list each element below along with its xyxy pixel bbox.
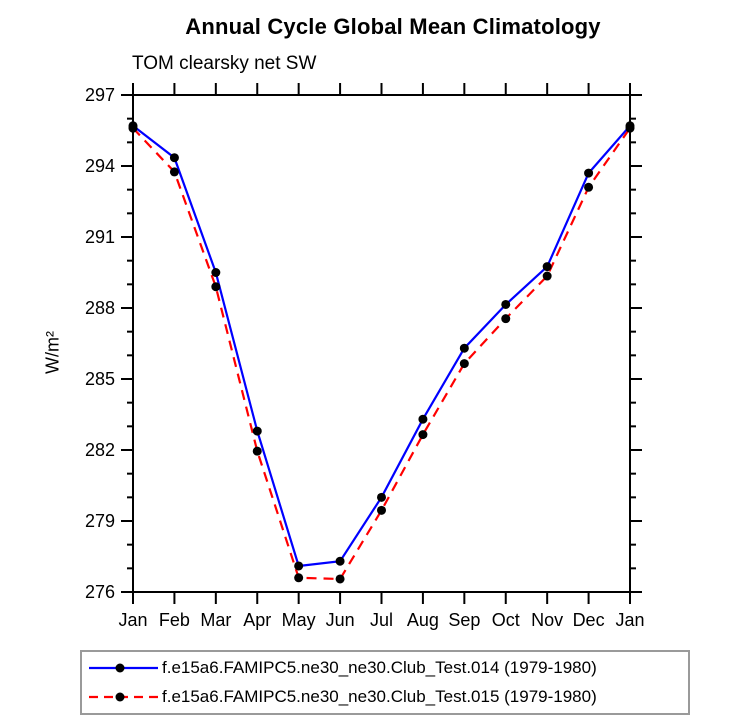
x-tick-label: Oct [492, 610, 520, 630]
data-point-marker [211, 282, 221, 292]
y-tick-label: 282 [85, 440, 115, 460]
x-tick-label: Aug [407, 610, 439, 630]
y-tick-label: 297 [85, 85, 115, 105]
chart-subtitle: TOM clearsky net SW [132, 53, 317, 74]
x-tick-label: Sep [448, 610, 480, 630]
data-point-marker [335, 574, 345, 584]
y-tick-label: 288 [85, 298, 115, 318]
legend: f.e15a6.FAMIPC5.ne30_ne30.Club_Test.014 … [80, 650, 690, 715]
data-point-marker [377, 492, 386, 502]
y-tick-label: 294 [85, 156, 115, 176]
legend-label: f.e15a6.FAMIPC5.ne30_ne30.Club_Test.014 … [162, 658, 597, 677]
data-point-marker [625, 123, 635, 133]
data-point-marker [377, 505, 386, 515]
data-point-marker [584, 168, 594, 178]
data-point-marker [211, 268, 221, 277]
chart-title: Annual Cycle Global Mean Climatology [185, 14, 601, 39]
data-point-marker [252, 446, 262, 456]
data-point-marker [459, 359, 469, 369]
x-tick-label: Mar [200, 610, 231, 630]
data-point-marker [294, 573, 304, 583]
data-point-marker [418, 414, 428, 424]
data-point-marker [418, 430, 428, 440]
x-tick-label: Apr [243, 610, 271, 630]
data-point-marker [501, 314, 511, 324]
y-tick-label: 276 [85, 582, 115, 602]
x-tick-label: May [282, 610, 316, 630]
data-point-marker [128, 123, 138, 133]
legend-row: f.e15a6.FAMIPC5.ne30_ne30.Club_Test.014 … [88, 655, 688, 681]
data-point-marker [335, 556, 345, 566]
data-point-marker [501, 299, 511, 309]
y-tick-label: 285 [85, 369, 115, 389]
x-tick-label: Nov [531, 610, 563, 630]
y-tick-label: 291 [85, 227, 115, 247]
data-point-marker [252, 426, 262, 436]
x-tick-label: Feb [159, 610, 190, 630]
data-point-marker [584, 182, 594, 192]
plot-frame [132, 94, 631, 593]
data-point-marker [459, 343, 469, 353]
chart-canvas: 276 279 282 285 288 291 294 297 Jan Feb Mar Apr May J… [85, 83, 645, 630]
data-point-marker [294, 561, 304, 571]
data-point-marker [542, 262, 552, 272]
legend-dashed-line-icon [89, 692, 158, 702]
legend-label: f.e15a6.FAMIPC5.ne30_ne30.Club_Test.015 … [162, 687, 597, 706]
legend-row: f.e15a6.FAMIPC5.ne30_ne30.Club_Test.015 … [88, 684, 688, 710]
data-point-marker [169, 167, 179, 177]
legend-solid-line-icon [89, 663, 158, 673]
x-tick-label: Jun [326, 610, 355, 630]
x-tick-label: Jan [118, 610, 147, 630]
x-tick-label: Dec [573, 610, 605, 630]
data-point-marker [542, 271, 552, 281]
data-point-marker [169, 153, 179, 163]
y-tick-label: 279 [85, 511, 115, 531]
x-tick-label: Jul [370, 610, 393, 630]
x-tick-label: Jan [615, 610, 644, 630]
